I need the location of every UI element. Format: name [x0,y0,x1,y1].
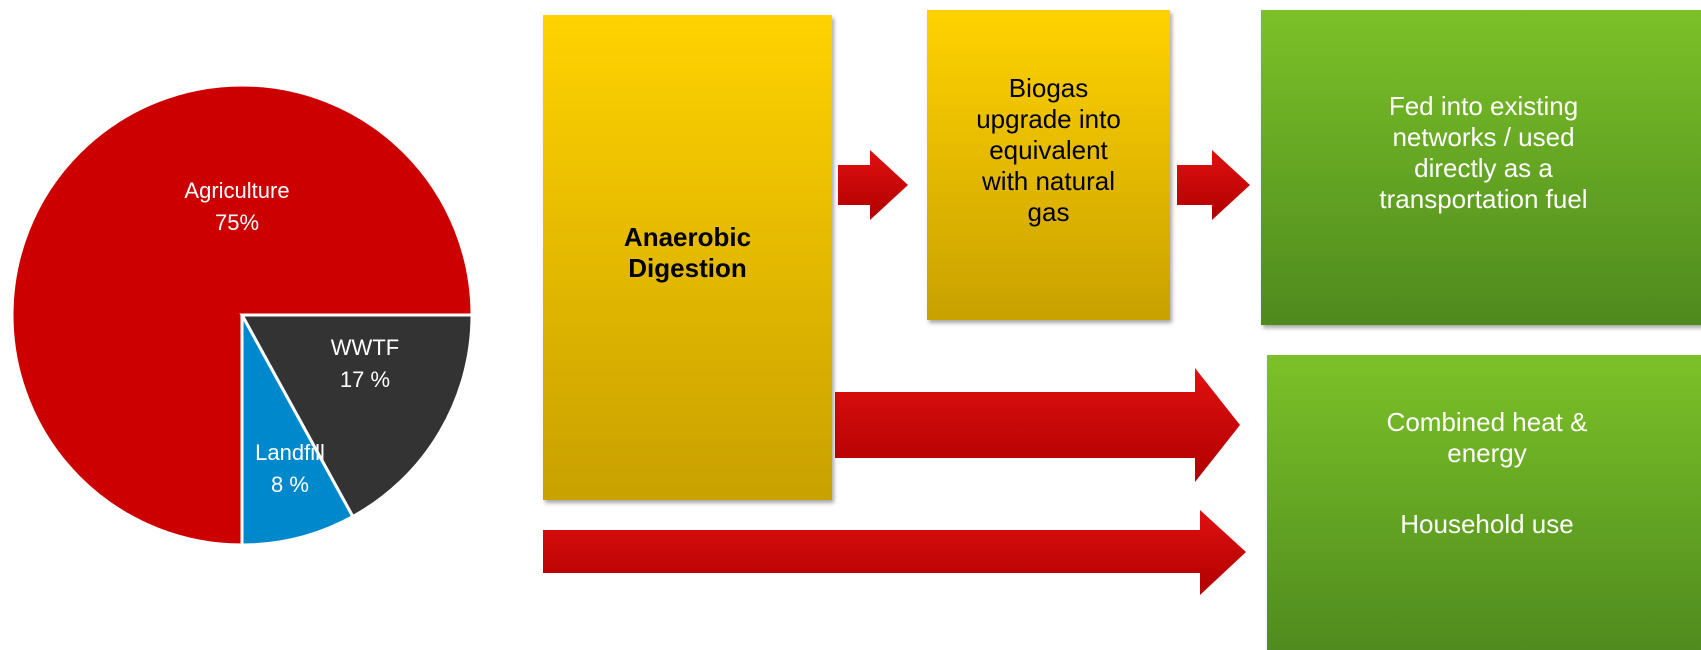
node-label: Anaerobic Digestion [623,221,752,283]
slice-label: Agriculture [184,178,289,203]
arrow [835,368,1240,482]
pie-slice [240,314,355,547]
node: Biogas upgrade into equivalent with natu… [927,10,1170,320]
pie-slice [239,313,474,519]
node: Fed into existing networks / used direct… [1261,10,1701,325]
slice-value-label: 75% [215,210,259,235]
node: Anaerobic Digestion [543,15,832,500]
node: Combined heat & energy Household use [1267,355,1701,650]
node-label: Combined heat & energy [1386,407,1588,468]
pie-slice [10,83,474,547]
arrow [838,150,908,220]
node-label: Fed into existing networks / used direct… [1379,90,1588,214]
arrow [543,510,1246,595]
slice-label: Landfill [255,440,325,465]
node-label: Household use [1400,509,1574,539]
node-label: Biogas upgrade into equivalent with natu… [976,72,1121,227]
slice-label: WWTF [331,335,399,360]
slice-value-label: 17 % [340,367,390,392]
slice-value-label: 8 % [271,472,309,497]
arrow [1177,150,1250,220]
